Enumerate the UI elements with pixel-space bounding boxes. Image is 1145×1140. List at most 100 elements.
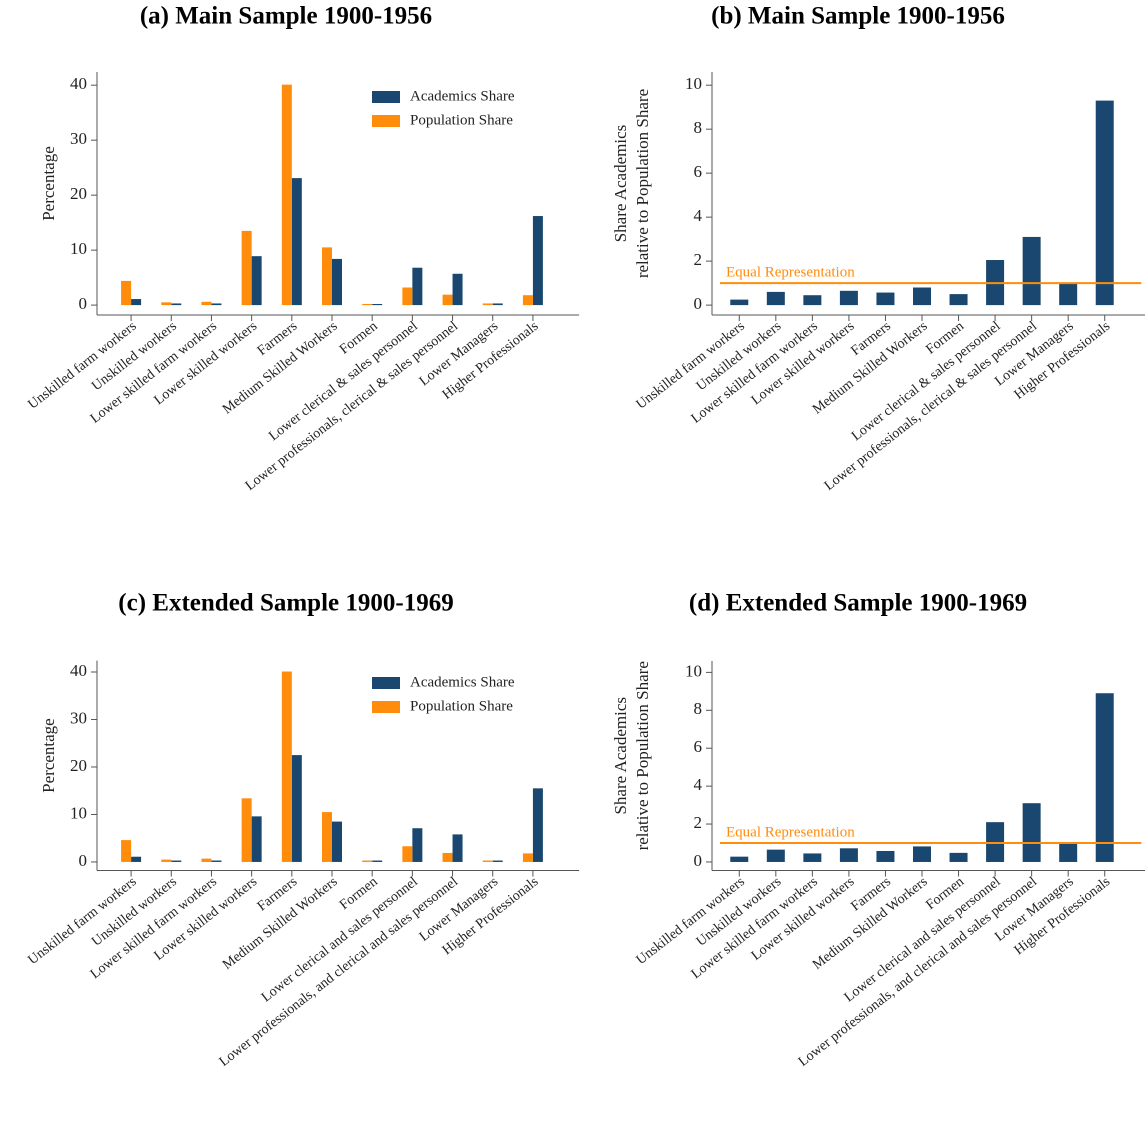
panel-title: (a) Main Sample 1900-1956	[140, 3, 432, 30]
bar	[372, 860, 383, 862]
bar	[766, 291, 785, 306]
y-tick-label: 40	[70, 661, 87, 680]
y-tick-label: 10	[70, 239, 87, 258]
bar	[949, 852, 968, 862]
reference-label: Equal Representation	[726, 265, 855, 281]
y-tick-label: 10	[70, 803, 87, 822]
bar	[281, 671, 292, 862]
y-tick-label: 10	[685, 661, 702, 680]
bar	[876, 850, 895, 862]
bar	[201, 301, 212, 306]
bar	[322, 247, 332, 306]
bar	[452, 834, 463, 862]
bar	[532, 788, 543, 862]
bar	[201, 858, 212, 862]
bar	[291, 755, 302, 862]
y-tick-label: 20	[70, 184, 87, 203]
y-axis-label: relative to Population Share	[633, 661, 652, 850]
bar	[362, 304, 373, 306]
y-tick-label: 0	[79, 294, 88, 313]
panel-title: (d) Extended Sample 1900-1969	[689, 590, 1027, 617]
bar	[803, 853, 822, 862]
y-tick-label: 30	[70, 129, 87, 148]
bar	[442, 852, 453, 862]
legend-swatch	[372, 115, 400, 127]
bar	[876, 292, 895, 306]
y-tick-label: 0	[694, 851, 703, 870]
bar	[241, 798, 252, 862]
y-tick-label: 4	[694, 775, 703, 794]
y-tick-label: 40	[70, 74, 87, 93]
y-tick-label: 6	[694, 162, 703, 181]
bar	[532, 216, 543, 306]
bar	[121, 280, 132, 306]
bar	[161, 302, 172, 306]
bar	[766, 849, 785, 862]
y-axis-label: Percentage	[39, 718, 58, 793]
bar	[1095, 100, 1114, 306]
y-tick-label: 2	[694, 250, 703, 269]
bar	[251, 256, 262, 306]
bar	[281, 84, 292, 306]
legend-label: Population Share	[410, 112, 513, 128]
bar	[241, 230, 252, 306]
bar	[839, 848, 858, 862]
y-axis-label: Share Academics	[611, 125, 630, 243]
bar	[211, 303, 222, 306]
legend-swatch	[372, 701, 400, 713]
bar	[442, 294, 453, 306]
y-axis-label: Share Academics	[611, 697, 630, 815]
y-tick-label: 8	[694, 118, 703, 137]
bar	[482, 303, 493, 306]
y-tick-label: 2	[694, 813, 703, 832]
bar	[171, 303, 182, 306]
bar	[161, 859, 172, 862]
y-axis-label: relative to Population Share	[633, 89, 652, 278]
bar	[251, 816, 262, 862]
bar	[402, 846, 413, 862]
bar	[482, 860, 493, 862]
bar	[171, 860, 182, 862]
y-tick-label: 10	[685, 74, 702, 93]
bar	[332, 258, 342, 306]
bar	[211, 860, 222, 862]
panel-title: (c) Extended Sample 1900-1969	[118, 590, 453, 617]
y-tick-label: 6	[694, 737, 703, 756]
y-tick-label: 30	[70, 708, 87, 727]
bar	[121, 840, 132, 862]
bar	[131, 299, 142, 306]
bar	[492, 303, 503, 306]
y-tick-label: 0	[79, 851, 88, 870]
legend-label: Academics Share	[410, 674, 515, 690]
bar	[913, 287, 931, 306]
bar	[522, 853, 533, 862]
bar	[412, 267, 423, 306]
bar	[332, 821, 342, 862]
bar	[1059, 283, 1078, 306]
y-axis-label: Percentage	[39, 146, 58, 221]
legend-label: Academics Share	[410, 88, 515, 104]
y-tick-label: 0	[694, 294, 703, 313]
bar	[1059, 843, 1078, 862]
bar	[1022, 803, 1041, 862]
bar	[412, 828, 423, 862]
bar	[949, 294, 968, 306]
bar	[452, 273, 463, 306]
bar	[522, 295, 533, 306]
bar	[730, 856, 749, 862]
bar	[803, 295, 822, 306]
bar	[291, 178, 302, 306]
bar	[1095, 693, 1114, 862]
bar	[730, 299, 749, 306]
reference-label: Equal Representation	[726, 824, 855, 840]
bar	[362, 860, 373, 862]
bar	[839, 290, 858, 306]
y-tick-label: 8	[694, 699, 703, 718]
legend-swatch	[372, 677, 400, 689]
bar	[131, 856, 142, 862]
y-tick-label: 20	[70, 756, 87, 775]
y-tick-label: 4	[694, 206, 703, 225]
panel-title: (b) Main Sample 1900-1956	[711, 3, 1005, 30]
bar	[1022, 236, 1041, 306]
